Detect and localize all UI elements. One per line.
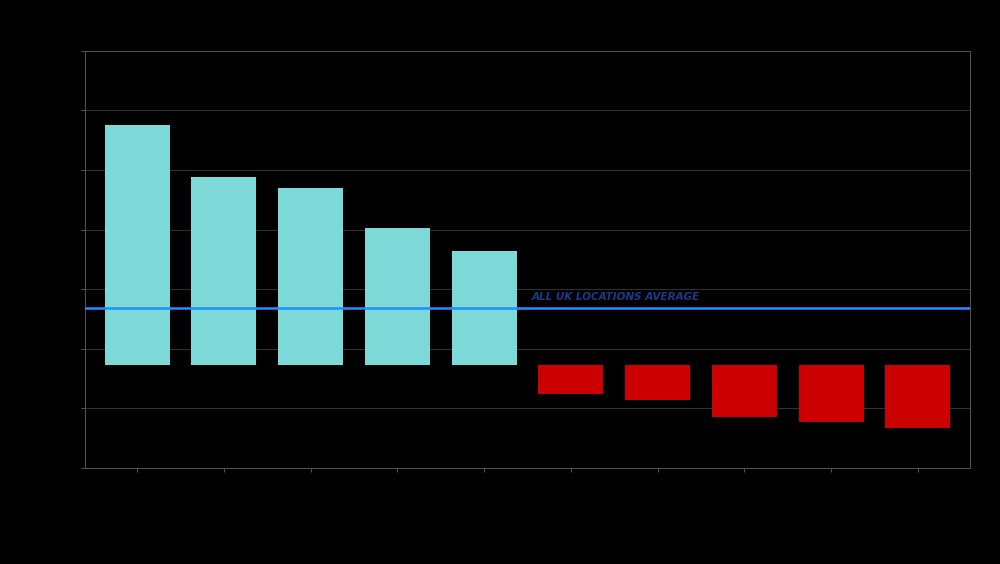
Bar bbox=[452, 251, 517, 365]
Bar bbox=[278, 188, 343, 365]
Bar bbox=[105, 125, 170, 365]
Bar bbox=[365, 228, 430, 365]
Bar bbox=[712, 365, 777, 417]
Bar bbox=[885, 365, 950, 428]
Bar bbox=[191, 177, 256, 365]
Bar bbox=[625, 365, 690, 399]
Bar bbox=[799, 365, 864, 422]
Bar bbox=[538, 365, 603, 394]
Text: ALL UK LOCATIONS AVERAGE: ALL UK LOCATIONS AVERAGE bbox=[532, 292, 700, 302]
